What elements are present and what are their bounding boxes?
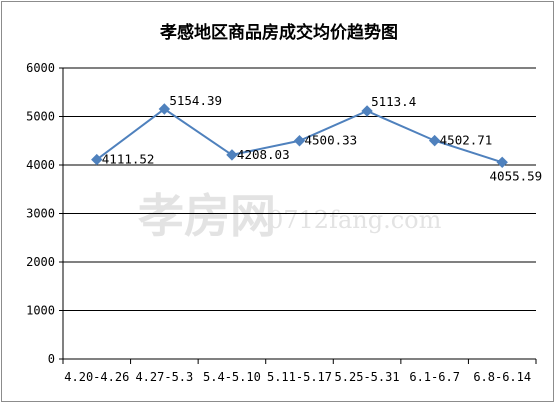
y-tick-label: 6000 xyxy=(26,61,55,75)
y-tick-label: 1000 xyxy=(26,304,55,318)
x-tick-label: 6.1-6.7 xyxy=(409,370,460,384)
data-point xyxy=(91,153,103,166)
x-tick-label: 4.20-4.26 xyxy=(64,370,129,384)
data-label: 4500.33 xyxy=(305,133,358,148)
data-labels: 4111.52 5154.39 4208.03 4500.33 5113.4 4502.7… xyxy=(102,93,542,183)
x-tick-label: 6.8-6.14 xyxy=(473,370,531,384)
data-point xyxy=(226,149,238,161)
chart-title: 孝感地区商品房成交均价趋势图 xyxy=(160,22,398,43)
x-tick-label: 5.4-5.10 xyxy=(203,370,261,384)
data-point xyxy=(158,103,171,115)
y-tick-label: 0 xyxy=(48,352,55,366)
y-axis: 0 1000 2000 3000 4000 5000 6000 xyxy=(26,61,64,366)
y-tick-label: 3000 xyxy=(26,207,55,221)
x-tick-label: 5.11-5.17 xyxy=(267,370,332,384)
data-point xyxy=(361,105,373,117)
data-label: 5113.4 xyxy=(371,94,416,109)
watermark-logo-text: 孝房网 xyxy=(138,189,276,243)
watermark: 孝房网 0712fang.com xyxy=(138,189,442,243)
data-point xyxy=(496,156,508,169)
watermark-url: 0712fang.com xyxy=(268,206,442,234)
x-axis: 4.20-4.26 4.27-5.3 5.4-5.10 5.11-5.17 5.25-5… xyxy=(62,358,537,384)
data-point xyxy=(293,135,306,147)
y-tick-label: 2000 xyxy=(26,255,55,269)
data-label: 4502.71 xyxy=(440,133,493,148)
x-tick-label: 4.27-5.3 xyxy=(135,370,193,384)
data-label: 4208.03 xyxy=(237,147,290,162)
y-tick-label: 4000 xyxy=(26,158,55,172)
x-tick-label: 5.25-5.31 xyxy=(335,370,400,384)
series-avg-price xyxy=(91,103,508,169)
data-point xyxy=(428,134,441,147)
data-label: 4055.59 xyxy=(490,168,543,183)
gridlines xyxy=(63,67,536,311)
y-tick-label: 5000 xyxy=(26,110,55,124)
data-label: 5154.39 xyxy=(169,93,222,108)
data-label: 4111.52 xyxy=(102,152,155,167)
